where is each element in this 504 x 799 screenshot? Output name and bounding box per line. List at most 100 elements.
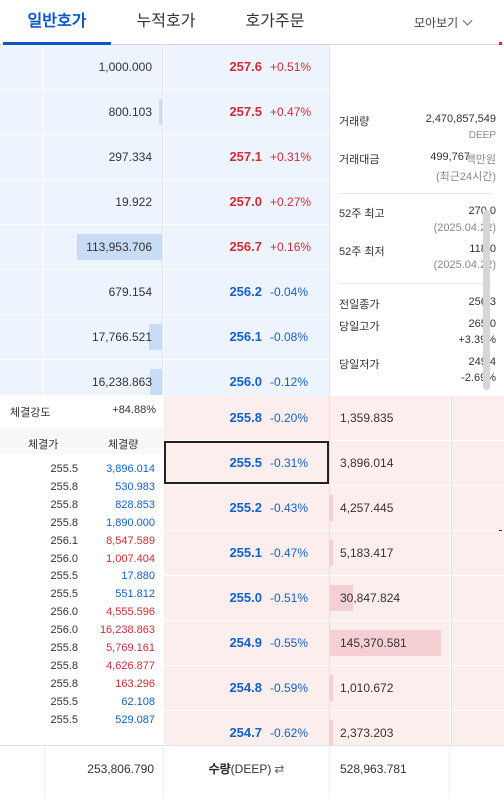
ask-price-cell[interactable]: 257.0 +0.27% bbox=[164, 180, 329, 224]
trade-qty: 529.087 bbox=[115, 713, 155, 726]
trade-price: 255.8 bbox=[50, 677, 78, 690]
total-bid-cell: 528,963.781 bbox=[329, 746, 450, 799]
ask-price: 257.0 bbox=[229, 194, 262, 209]
strength-value: +84.88% bbox=[112, 404, 156, 416]
trade-row: 255.8 163.296 bbox=[0, 675, 164, 693]
bid-price: 254.8 bbox=[229, 680, 262, 695]
trade-qty: 828.853 bbox=[115, 498, 155, 511]
bid-row[interactable]: 254.9 -0.55% 145,370.581 bbox=[0, 621, 504, 666]
bid-row[interactable]: 255.1 -0.47% 5,183.417 bbox=[0, 531, 504, 576]
ask-qty-bar bbox=[149, 324, 162, 350]
bid-qty: 5,183.417 bbox=[340, 546, 394, 560]
trade-row: 255.8 530.983 bbox=[0, 478, 164, 496]
bid-qty-cell[interactable]: 30,847.824 bbox=[329, 576, 450, 620]
ask-price-cell[interactable]: 257.6 +0.51% bbox=[164, 45, 329, 89]
bid-price-cell[interactable]: 255.2 -0.43% bbox=[164, 486, 329, 530]
ask-qty-cell[interactable]: 679.154 bbox=[44, 270, 163, 314]
ask-qty: 679.154 bbox=[108, 285, 152, 299]
trade-qty: 163.296 bbox=[115, 677, 155, 690]
bid-price-cell[interactable]: 255.8 -0.20% bbox=[164, 396, 329, 440]
bid-price-cell[interactable]: 254.8 -0.59% bbox=[164, 666, 329, 710]
ask-qty: 16,238.863 bbox=[91, 375, 152, 389]
ask-change: +0.47% bbox=[270, 105, 312, 119]
bid-price-cell[interactable]: 255.0 -0.51% bbox=[164, 576, 329, 620]
bid-qty: 30,847.824 bbox=[340, 591, 401, 605]
ask-row[interactable]: 19.922 257.0 +0.27% bbox=[0, 180, 329, 225]
ask-qty-cell[interactable]: 17,766.521 bbox=[44, 315, 163, 359]
bid-qty: 1,010.672 bbox=[340, 681, 394, 695]
ask-change: -0.12% bbox=[270, 375, 309, 389]
ask-qty-bar bbox=[150, 369, 162, 395]
ask-qty-cell[interactable]: 113,953.706 bbox=[44, 225, 163, 269]
ask-change: +0.16% bbox=[270, 240, 312, 254]
bid-row[interactable]: 255.5 -0.31% 3,896.014 bbox=[0, 441, 504, 486]
ask-row[interactable]: 17,766.521 256.1 -0.08% bbox=[0, 315, 329, 360]
ask-qty-cell[interactable]: 1,000.000 bbox=[44, 45, 163, 89]
bid-qty-cell[interactable]: 4,257.445 bbox=[329, 486, 450, 530]
bid-price: 255.0 bbox=[229, 590, 262, 605]
ask-qty-cell[interactable]: 19.922 bbox=[44, 180, 163, 224]
trade-qty: 62.108 bbox=[121, 695, 155, 708]
total-ask-qty: 253,806.790 bbox=[87, 762, 154, 776]
divider bbox=[339, 193, 491, 194]
ask-price: 256.2 bbox=[229, 284, 262, 299]
ask-row[interactable]: 1,000.000 257.6 +0.51% bbox=[0, 45, 329, 90]
ask-price: 257.5 bbox=[229, 104, 262, 119]
ask-row-spacer bbox=[0, 270, 43, 314]
bid-row-spacer bbox=[451, 576, 504, 620]
ask-row[interactable]: 113,953.706 256.7 +0.16% bbox=[0, 225, 329, 270]
trade-qty: 17.880 bbox=[121, 570, 155, 583]
market-info-panel: 거래량 2,470,857,549 DEEP 거래대금 499,767 백만원 … bbox=[329, 45, 504, 395]
tab-cumulative-orderbook[interactable]: 누적호가 bbox=[136, 13, 196, 30]
tab-orderbook-order[interactable]: 호가주문 bbox=[245, 13, 305, 30]
ask-row[interactable]: 800.103 257.5 +0.47% bbox=[0, 90, 329, 135]
bid-row[interactable]: 255.0 -0.51% 30,847.824 bbox=[0, 576, 504, 621]
qty-unit-toggle[interactable]: 수량(DEEP) ⇄ bbox=[164, 746, 329, 792]
ask-qty-cell[interactable]: 800.103 bbox=[44, 90, 163, 134]
trade-row: 256.0 16,238.863 bbox=[0, 621, 164, 639]
ask-price: 256.0 bbox=[229, 374, 262, 389]
ask-price-cell[interactable]: 256.7 +0.16% bbox=[164, 225, 329, 269]
bid-row[interactable]: 255.8 -0.20% 1,359.835 bbox=[0, 396, 504, 441]
bid-qty-cell[interactable]: 1,010.672 bbox=[329, 666, 450, 710]
ask-qty-cell[interactable]: 297.334 bbox=[44, 135, 163, 179]
bid-change: -0.62% bbox=[270, 726, 309, 740]
bid-qty-cell[interactable]: 145,370.581 bbox=[329, 621, 450, 665]
bid-price-cell[interactable]: 255.5 -0.31% bbox=[164, 441, 329, 485]
view-mode-dropdown[interactable]: 모아보기 bbox=[414, 14, 473, 31]
bid-price-cell[interactable]: 255.1 -0.47% bbox=[164, 531, 329, 575]
tab-general-orderbook[interactable]: 일반호가 bbox=[3, 0, 111, 45]
bid-row[interactable]: 254.8 -0.59% 1,010.672 bbox=[0, 666, 504, 711]
ask-row[interactable]: 679.154 256.2 -0.04% bbox=[0, 270, 329, 315]
bid-change: -0.59% bbox=[270, 681, 309, 695]
ask-price: 257.6 bbox=[229, 59, 262, 74]
trade-qty: 3,896.014 bbox=[106, 463, 155, 475]
bid-row-spacer bbox=[451, 396, 504, 440]
ask-row-spacer bbox=[0, 225, 43, 269]
prev-close-label: 전일종가 bbox=[339, 299, 380, 311]
bid-qty-bar bbox=[330, 540, 333, 566]
bid-qty-cell[interactable]: 1,359.835 bbox=[329, 396, 450, 440]
bid-qty-cell[interactable]: 3,896.014 bbox=[329, 441, 450, 485]
bid-qty-bar bbox=[330, 495, 333, 521]
trade-row: 256.0 1,007.404 bbox=[0, 550, 164, 568]
ask-price-cell[interactable]: 257.5 +0.47% bbox=[164, 90, 329, 134]
trade-price: 255.5 bbox=[50, 713, 78, 726]
ask-price-cell[interactable]: 256.1 -0.08% bbox=[164, 315, 329, 359]
view-mode-label: 모아보기 bbox=[414, 16, 459, 30]
ask-row[interactable]: 297.334 257.1 +0.31% bbox=[0, 135, 329, 180]
ask-change: +0.31% bbox=[270, 150, 312, 164]
ask-price-cell[interactable]: 257.1 +0.31% bbox=[164, 135, 329, 179]
bid-qty-cell[interactable]: 5,183.417 bbox=[329, 531, 450, 575]
bid-row[interactable]: 255.2 -0.43% 4,257.445 bbox=[0, 486, 504, 531]
trade-row: 256.1 8,547.589 bbox=[0, 532, 164, 550]
ask-price-cell[interactable]: 256.2 -0.04% bbox=[164, 270, 329, 314]
day-low-change: -2.69% bbox=[461, 372, 496, 384]
trade-row: 255.8 828.853 bbox=[0, 496, 164, 514]
orderbook-footer: 253,806.790 수량(DEEP) ⇄ 528,963.781 bbox=[0, 745, 504, 799]
scrollbar[interactable] bbox=[483, 210, 490, 390]
trade-header bbox=[0, 427, 164, 454]
ask-row-spacer bbox=[0, 45, 43, 89]
bid-price-cell[interactable]: 254.9 -0.55% bbox=[164, 621, 329, 665]
ask-qty: 800.103 bbox=[108, 105, 152, 119]
